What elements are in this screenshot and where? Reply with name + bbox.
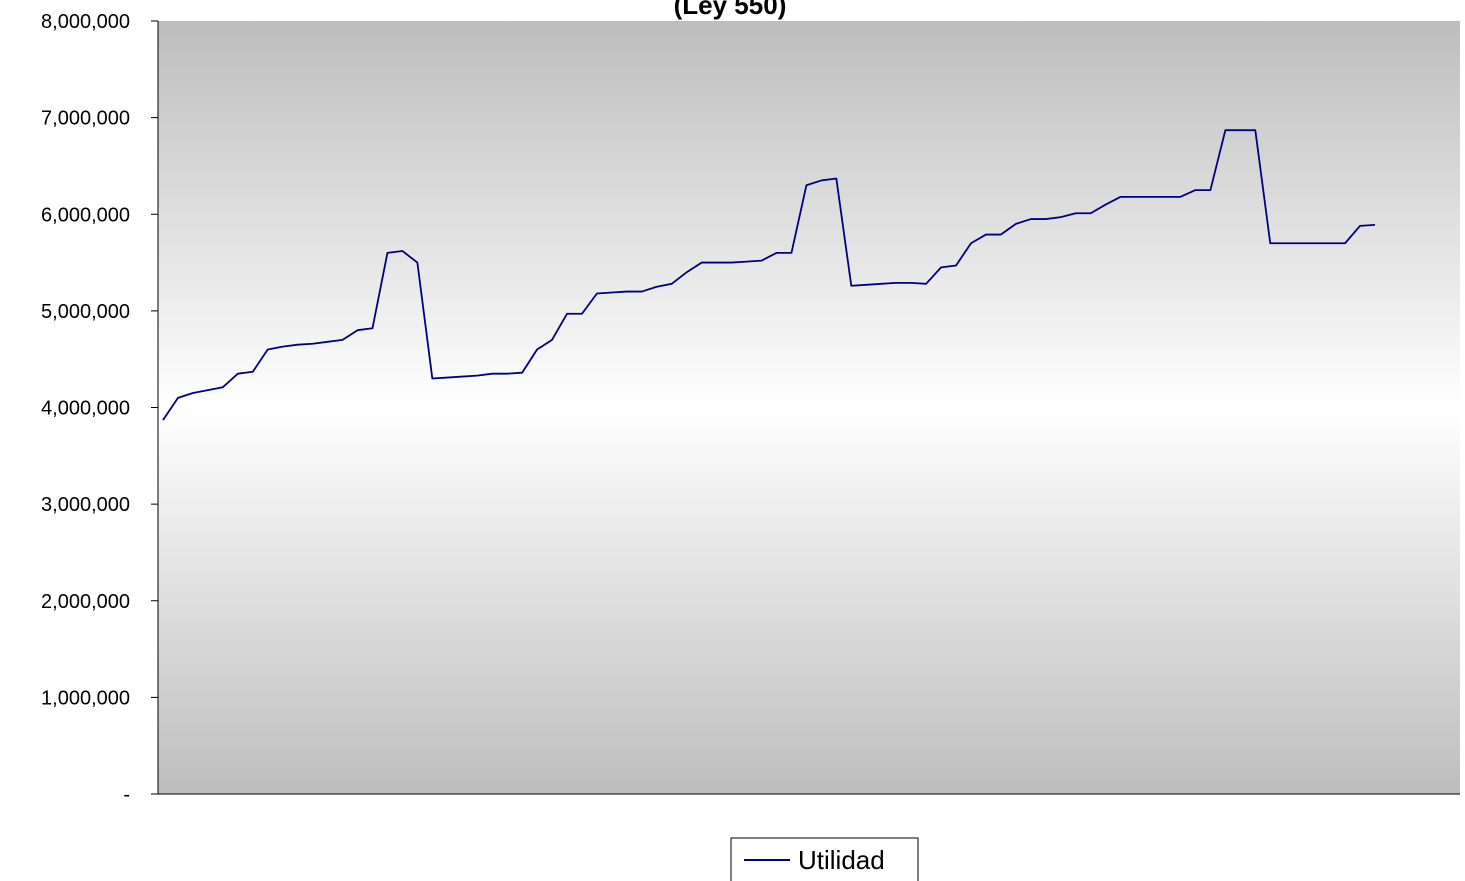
chart-title: (Ley 550)	[674, 0, 787, 20]
y-tick-label: 2,000,000	[41, 591, 130, 613]
legend-label: Utilidad	[798, 845, 885, 875]
y-tick-label: -	[123, 784, 130, 806]
y-tick-label: 5,000,000	[41, 301, 130, 323]
y-tick-label: 6,000,000	[41, 204, 130, 226]
y-tick-label: 7,000,000	[41, 108, 130, 130]
y-tick-label: 4,000,000	[41, 398, 130, 420]
y-tick-label: 3,000,000	[41, 494, 130, 516]
plot-area	[158, 21, 1460, 794]
y-tick-label: 8,000,000	[41, 11, 130, 33]
y-tick-label: 1,000,000	[41, 687, 130, 709]
line-series	[162, 129, 1376, 421]
